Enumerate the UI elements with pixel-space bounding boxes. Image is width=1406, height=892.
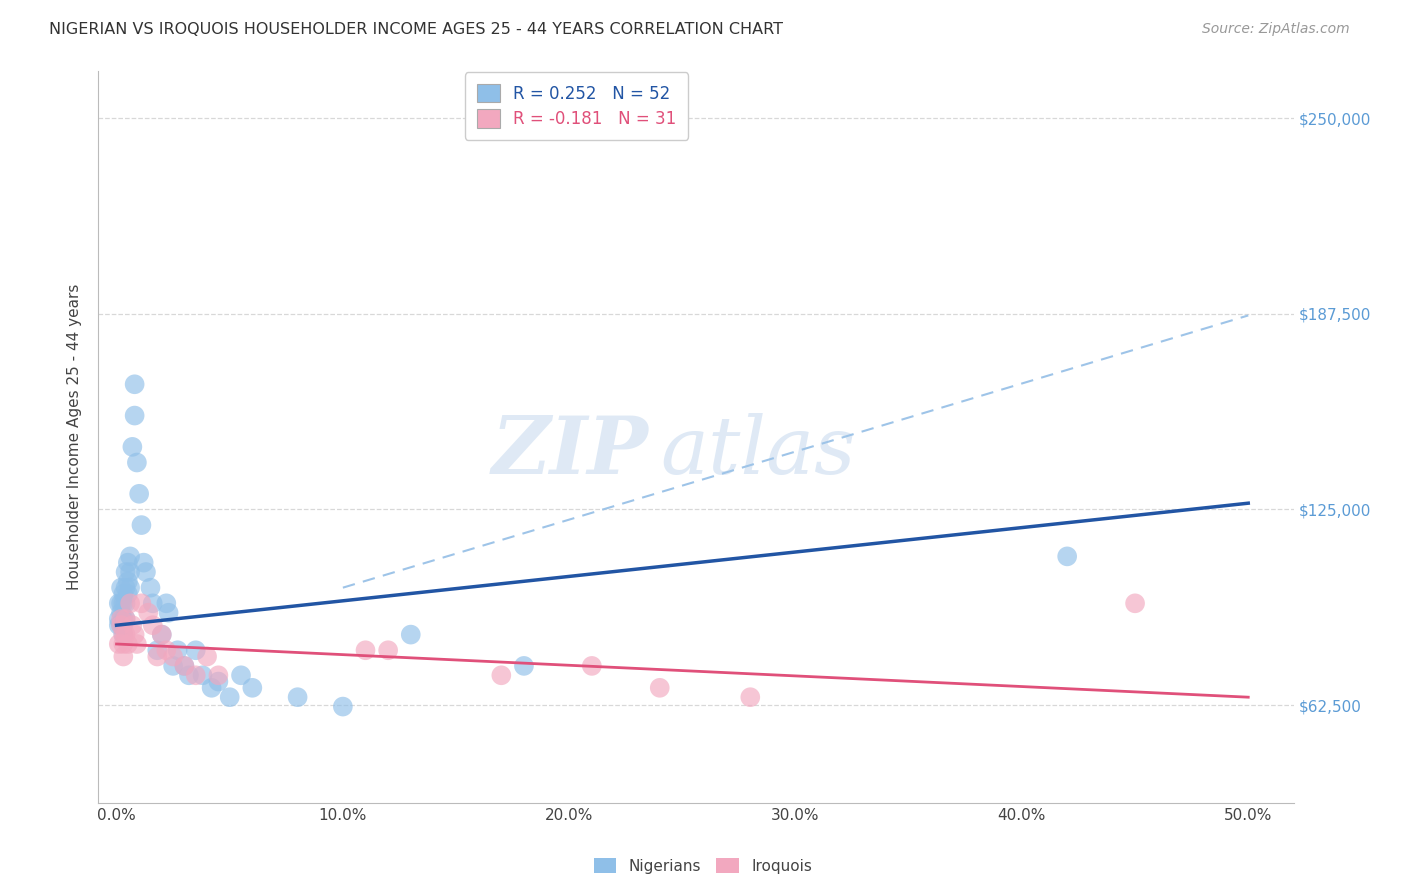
Point xyxy=(107,596,129,610)
Point xyxy=(112,618,135,632)
Point xyxy=(125,637,148,651)
Point xyxy=(155,643,177,657)
Point xyxy=(150,627,173,641)
Point xyxy=(648,681,671,695)
Point xyxy=(157,606,180,620)
Point xyxy=(146,649,169,664)
Point xyxy=(110,618,132,632)
Point xyxy=(114,612,136,626)
Point xyxy=(162,649,184,664)
Point xyxy=(162,659,184,673)
Point xyxy=(132,556,155,570)
Point xyxy=(150,627,173,641)
Point xyxy=(121,618,143,632)
Point xyxy=(114,612,136,626)
Text: atlas: atlas xyxy=(661,413,855,491)
Point xyxy=(287,690,309,705)
Point xyxy=(107,612,129,626)
Point xyxy=(110,581,132,595)
Point xyxy=(120,549,142,564)
Point xyxy=(581,659,603,673)
Point xyxy=(229,668,252,682)
Point xyxy=(110,618,132,632)
Point xyxy=(112,627,135,641)
Point xyxy=(128,487,150,501)
Point xyxy=(120,581,142,595)
Point xyxy=(207,674,229,689)
Point xyxy=(110,596,132,610)
Point xyxy=(491,668,513,682)
Point xyxy=(107,637,129,651)
Point xyxy=(112,627,135,641)
Point xyxy=(110,606,132,620)
Point xyxy=(142,618,165,632)
Point xyxy=(136,606,159,620)
Point xyxy=(124,627,146,641)
Point xyxy=(173,659,195,673)
Point xyxy=(200,681,222,695)
Point xyxy=(120,596,142,610)
Point xyxy=(135,565,157,579)
Point xyxy=(184,643,207,657)
Point xyxy=(121,440,143,454)
Point xyxy=(146,643,169,657)
Point xyxy=(110,612,132,626)
Point xyxy=(173,659,195,673)
Point xyxy=(142,596,165,610)
Point xyxy=(117,637,139,651)
Point xyxy=(114,596,136,610)
Point xyxy=(332,699,354,714)
Point xyxy=(112,596,135,610)
Point xyxy=(354,643,377,657)
Point xyxy=(513,659,536,673)
Point xyxy=(112,612,135,626)
Point xyxy=(195,649,218,664)
Point xyxy=(191,668,214,682)
Point xyxy=(112,649,135,664)
Point xyxy=(131,518,153,533)
Point xyxy=(740,690,762,705)
Legend: R = 0.252   N = 52, R = -0.181   N = 31: R = 0.252 N = 52, R = -0.181 N = 31 xyxy=(465,72,688,140)
Point xyxy=(117,556,139,570)
Point xyxy=(117,587,139,601)
Point xyxy=(120,565,142,579)
Point xyxy=(399,627,422,641)
Point xyxy=(114,627,136,641)
Text: Source: ZipAtlas.com: Source: ZipAtlas.com xyxy=(1202,22,1350,37)
Point xyxy=(1056,549,1078,564)
Point xyxy=(155,596,177,610)
Text: NIGERIAN VS IROQUOIS HOUSEHOLDER INCOME AGES 25 - 44 YEARS CORRELATION CHART: NIGERIAN VS IROQUOIS HOUSEHOLDER INCOME … xyxy=(49,22,783,37)
Point xyxy=(114,581,136,595)
Point xyxy=(107,618,129,632)
Point xyxy=(207,668,229,682)
Point xyxy=(131,596,153,610)
Point xyxy=(117,574,139,589)
Point xyxy=(139,581,162,595)
Point xyxy=(218,690,240,705)
Point xyxy=(112,587,135,601)
Legend: Nigerians, Iroquois: Nigerians, Iroquois xyxy=(588,852,818,880)
Text: ZIP: ZIP xyxy=(491,413,648,491)
Y-axis label: Householder Income Ages 25 - 44 years: Householder Income Ages 25 - 44 years xyxy=(67,284,83,591)
Point xyxy=(124,377,146,392)
Point xyxy=(125,456,148,470)
Point xyxy=(177,668,200,682)
Point xyxy=(377,643,399,657)
Point xyxy=(114,565,136,579)
Point xyxy=(240,681,263,695)
Point xyxy=(112,637,135,651)
Point xyxy=(166,643,188,657)
Point xyxy=(1123,596,1146,610)
Point xyxy=(124,409,146,423)
Point xyxy=(184,668,207,682)
